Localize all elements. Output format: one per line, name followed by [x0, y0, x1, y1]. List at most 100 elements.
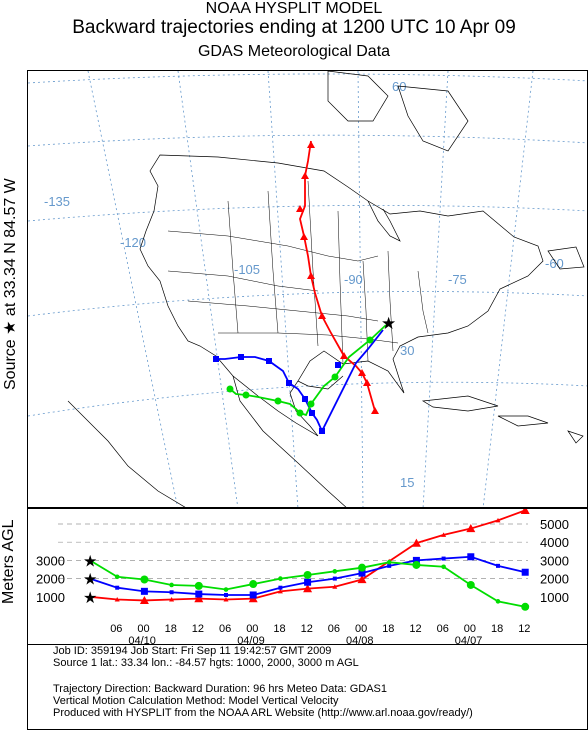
hour-tick: 00 — [137, 623, 149, 635]
source-location-label: Source ★ at 33.34 N 84.57 W — [2, 178, 19, 390]
left-axis-tick: 2000 — [36, 572, 65, 587]
date-tick: 04/07 — [455, 635, 483, 646]
height-series-marker — [303, 570, 312, 579]
height-series-marker — [441, 532, 447, 537]
marker — [266, 358, 272, 364]
height-series-marker — [441, 564, 446, 570]
hour-tick: 06 — [328, 623, 340, 635]
source-info-line: Source 1 lat.: 33.34 lon.: -84.57 hgts: … — [53, 657, 359, 669]
height-series-marker — [412, 556, 420, 564]
right-axis-tick: 2000 — [540, 572, 569, 587]
meteo-data-title: GDAS Meteorological Data — [197, 43, 391, 60]
marker — [319, 428, 325, 434]
height-series-marker — [466, 580, 475, 589]
height-series-marker — [114, 597, 120, 602]
height-series-marker — [495, 517, 501, 523]
height-series-marker — [411, 538, 421, 547]
height-series-marker — [277, 588, 283, 594]
marker — [238, 354, 244, 360]
date-tick: 04/08 — [346, 635, 374, 646]
height-series-marker — [304, 578, 312, 586]
right-axis-tick: 4000 — [540, 535, 569, 550]
marker — [242, 391, 250, 399]
marker — [286, 380, 292, 386]
height-series-marker — [194, 581, 203, 590]
left-axis-tick: 3000 — [36, 553, 65, 568]
height-series-marker — [412, 560, 421, 569]
left-axis-tick: 1000 — [36, 590, 65, 605]
height-series-marker — [357, 575, 367, 584]
lat-15-label: 15 — [400, 475, 414, 490]
marker — [309, 410, 315, 416]
state-borders — [167, 180, 429, 365]
height-series-marker — [521, 568, 529, 576]
hour-tick: 12 — [301, 623, 313, 635]
produced-with-line: Produced with HYSPLIT from the NOAA ARL … — [53, 707, 473, 719]
height-series-marker — [387, 563, 392, 568]
lat-60-label: 60 — [392, 79, 406, 94]
marker — [307, 272, 315, 279]
date-tick: 04/10 — [128, 635, 156, 646]
blue-square-markers — [213, 354, 341, 434]
height-series-marker — [332, 569, 338, 574]
height-series-marker — [278, 585, 283, 590]
marker — [358, 369, 366, 376]
height-series-marker — [249, 580, 258, 589]
height-series-marker — [278, 576, 283, 581]
trajectory-line-2000m — [216, 329, 384, 434]
lon-105-label: -105 — [234, 262, 260, 277]
height-series-marker — [496, 563, 500, 568]
marker — [331, 373, 339, 381]
marker — [307, 141, 315, 148]
height-series-marker — [140, 587, 148, 595]
date-tick: 04/09 — [237, 635, 265, 646]
hour-tick: 12 — [192, 623, 204, 635]
trajectory-markers — [213, 141, 379, 434]
marker — [340, 352, 348, 359]
marker — [213, 356, 219, 362]
height-series-marker — [169, 582, 174, 588]
coastlines — [67, 71, 585, 507]
height-series-marker — [386, 559, 392, 565]
hour-tick: 06 — [437, 623, 449, 635]
height-series-marker — [358, 563, 366, 572]
hour-tick: 12 — [518, 623, 530, 635]
marker — [307, 400, 315, 408]
hour-tick: 18 — [273, 623, 285, 635]
height-series-marker — [358, 569, 366, 577]
hour-tick: 06 — [110, 623, 122, 635]
hour-tick: 18 — [165, 623, 177, 635]
trajectory-title: Backward trajectories ending at 1200 UTC… — [72, 17, 516, 38]
height-series-marker — [332, 584, 338, 589]
hour-tick: 00 — [246, 623, 258, 635]
trajectory-line-1000m — [299, 140, 376, 412]
green-circle-markers — [226, 336, 374, 417]
marker — [301, 172, 309, 179]
height-series-marker — [521, 602, 530, 611]
right-axis-tick: 1000 — [540, 590, 569, 605]
marker — [363, 379, 371, 386]
right-axis-tick: 5000 — [540, 517, 569, 532]
height-series-marker — [249, 591, 257, 599]
height-series-marker — [223, 597, 229, 602]
height-series-marker — [303, 584, 313, 593]
marker — [226, 385, 234, 393]
height-series-marker — [114, 574, 120, 580]
height-series-marker — [224, 592, 228, 597]
lon-135-label: -135 — [44, 194, 70, 209]
right-axis-tick: 3000 — [540, 553, 569, 568]
hour-tick: 06 — [219, 623, 231, 635]
height-series-marker — [520, 505, 530, 514]
marker — [302, 396, 308, 402]
marker — [366, 336, 374, 344]
hour-tick: 18 — [491, 623, 503, 635]
height-series-marker — [115, 585, 120, 590]
height-series-marker — [195, 590, 203, 598]
hour-tick: 00 — [464, 623, 476, 635]
hour-tick: 00 — [355, 623, 367, 635]
red-triangle-markers — [296, 141, 379, 414]
marker — [296, 409, 304, 417]
vertical-motion-line: Vertical Motion Calculation Method: Mode… — [53, 695, 339, 707]
marker — [335, 362, 341, 368]
